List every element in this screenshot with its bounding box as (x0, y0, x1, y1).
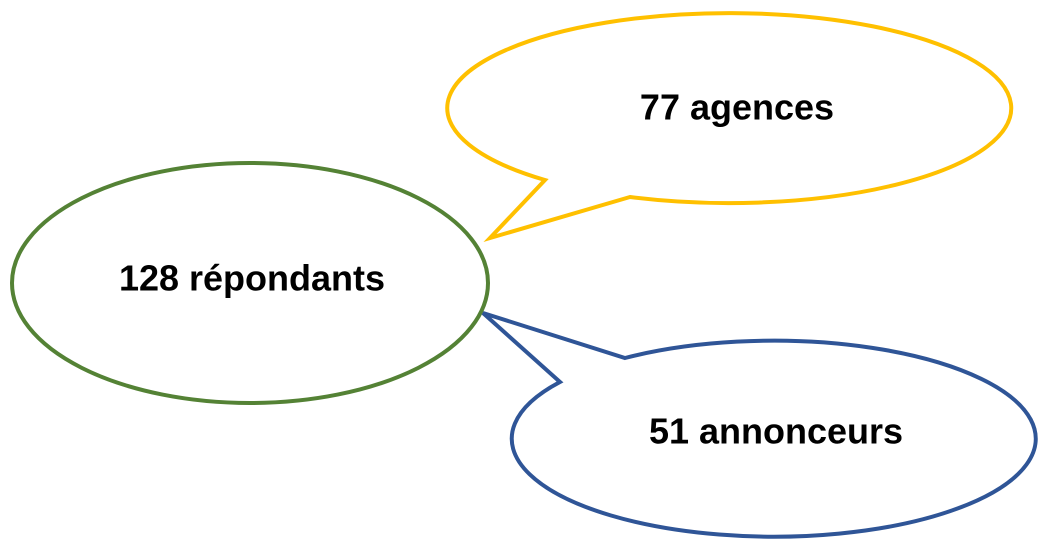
green-ellipse (10, 161, 490, 405)
node-label: 128 répondants (119, 258, 385, 299)
node-label: 51 annonceurs (649, 411, 903, 452)
node-label: 77 agences (640, 87, 834, 128)
blue-bubble (481, 311, 1038, 539)
yellow-bubble (445, 11, 1014, 243)
